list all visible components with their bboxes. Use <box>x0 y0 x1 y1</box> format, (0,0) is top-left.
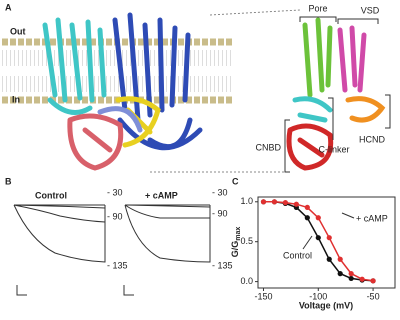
x-tick-label: -150 <box>254 291 272 301</box>
data-point <box>304 215 310 221</box>
x-tick-label: -100 <box>309 291 327 301</box>
voltage-label: - 30 <box>212 187 228 197</box>
series-label: Control <box>283 250 312 260</box>
voltage-label: - 90 <box>212 208 228 218</box>
voltage-label: - 135 <box>107 260 128 270</box>
vsd-domain <box>337 25 367 93</box>
camp-traces <box>124 204 211 263</box>
domain-label: HCND <box>359 134 385 144</box>
data-point <box>315 235 321 241</box>
bracket <box>299 16 337 22</box>
x-axis-label: Voltage (mV) <box>299 300 353 310</box>
bracket <box>385 94 391 129</box>
data-point <box>337 256 343 262</box>
bracket <box>328 97 334 140</box>
y-axis-label-main: G/G <box>230 241 240 258</box>
monomer-structure <box>286 17 386 171</box>
plot-frame <box>257 196 396 289</box>
annotation-pointer <box>302 235 313 250</box>
panel-label: A <box>5 2 12 12</box>
blue-subunit <box>112 12 203 151</box>
data-point <box>348 275 354 282</box>
data-point <box>370 278 376 284</box>
y-axis-label: G/Gmax <box>230 227 241 258</box>
bracket <box>284 119 290 173</box>
data-point <box>326 235 332 241</box>
cyan-subunit <box>42 17 107 115</box>
y-tick-label: 1.0 <box>240 196 253 206</box>
data-point <box>293 201 299 207</box>
y-tick-label: 0.0 <box>240 276 253 286</box>
domain-label: VSD <box>361 5 380 15</box>
red-subunit <box>67 113 124 171</box>
data-point <box>271 199 278 205</box>
voltage-label: - 135 <box>212 260 233 270</box>
channel-structure <box>42 12 203 171</box>
zoom-line <box>209 9 301 16</box>
data-point <box>282 199 288 206</box>
domain-label: Pore <box>308 3 327 13</box>
annotation-pointer <box>341 212 355 219</box>
data-point <box>260 199 267 205</box>
data-point <box>359 276 365 282</box>
domain-label: C-linker <box>318 144 349 154</box>
panel-label: B <box>5 176 12 186</box>
data-point <box>337 271 343 277</box>
scale-bar <box>16 285 134 296</box>
hcnd-domain <box>345 96 386 123</box>
condition-label: + cAMP <box>145 190 178 200</box>
current-traces <box>13 204 211 296</box>
domain-label: CNBD <box>255 142 281 152</box>
x-tick-label: -50 <box>367 291 380 301</box>
panel-label: C <box>232 176 239 186</box>
data-point <box>348 271 354 277</box>
pore-domain <box>302 17 333 98</box>
c-linker-domain <box>292 96 333 123</box>
data-point <box>315 215 321 221</box>
bracket <box>337 18 379 24</box>
control-traces <box>13 204 106 263</box>
series-label: + cAMP <box>356 213 388 223</box>
y-axis-label-sub: max <box>235 227 242 241</box>
cnbd-domain <box>286 123 334 171</box>
membrane-label: Out <box>10 26 26 36</box>
lilac-subunit <box>97 106 143 133</box>
data-point <box>304 204 310 210</box>
y-tick-label: 0.5 <box>240 236 253 246</box>
condition-label: Control <box>35 190 67 200</box>
voltage-label: - 30 <box>107 187 123 197</box>
data-point <box>326 256 332 262</box>
membrane-label: In <box>12 94 20 104</box>
voltage-label: - 90 <box>107 211 123 221</box>
